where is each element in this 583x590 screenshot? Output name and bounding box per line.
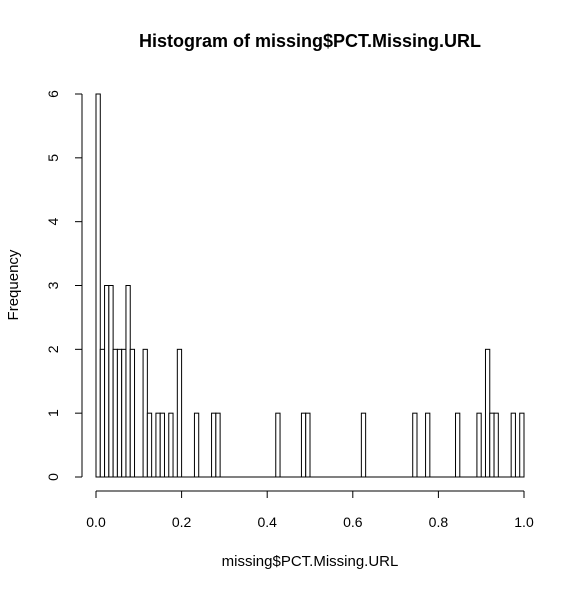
histogram-bar [155, 412, 161, 478]
histogram-bar [215, 412, 221, 478]
x-tick-label: 1.0 [514, 514, 534, 530]
x-tick-label: 0.6 [343, 514, 363, 530]
histogram-bar [455, 412, 461, 478]
y-tick-label: 3 [45, 281, 61, 289]
histogram-bar [275, 412, 281, 478]
x-axis: 0.0 0.2 0.4 0.6 0.8 1.0 [86, 490, 534, 530]
histogram-bar [193, 412, 200, 478]
histogram-bar [211, 412, 217, 478]
histogram-bar [146, 412, 153, 478]
bars-group [95, 93, 525, 478]
histogram-bar [305, 412, 311, 478]
histogram-bar [360, 412, 367, 478]
histogram-bar [168, 412, 174, 478]
y-tick-label: 1 [45, 409, 61, 417]
histogram-bar [425, 412, 431, 478]
x-tick-label: 0.4 [257, 514, 277, 530]
y-axis: 0 1 2 3 4 5 6 [45, 90, 83, 481]
histogram-bar [493, 412, 499, 478]
y-axis-label: Frequency [5, 249, 22, 320]
histogram-bar [476, 412, 482, 478]
y-tick-label: 2 [45, 345, 61, 353]
histogram-bar [510, 412, 516, 478]
y-tick-label: 4 [45, 218, 61, 226]
chart-title: Histogram of missing$PCT.Missing.URL [139, 31, 481, 51]
y-tick-label: 0 [45, 473, 61, 481]
histogram-bar [159, 412, 165, 478]
x-tick-label: 0.8 [429, 514, 449, 530]
histogram-bar [300, 412, 307, 478]
histogram-bar [99, 348, 106, 478]
histogram-bar [108, 285, 114, 478]
y-tick-label: 6 [45, 90, 61, 98]
histogram-bar [519, 412, 525, 478]
x-tick-label: 0.2 [172, 514, 192, 530]
histogram-bar [121, 348, 127, 478]
histogram-bar [112, 348, 118, 478]
histogram-bar [129, 348, 136, 478]
histogram-bar [104, 285, 110, 478]
histogram-bar [176, 348, 183, 478]
histogram-bar [484, 348, 491, 478]
histogram-bar [412, 412, 418, 478]
x-tick-label: 0.0 [86, 514, 106, 530]
histogram-bar [125, 285, 131, 478]
histogram-bar [95, 93, 101, 478]
histogram-bar [142, 348, 148, 478]
histogram-bar [489, 412, 495, 478]
histogram-bar [116, 348, 123, 478]
y-tick-label: 5 [45, 154, 61, 162]
x-axis-label: missing$PCT.Missing.URL [222, 553, 399, 570]
